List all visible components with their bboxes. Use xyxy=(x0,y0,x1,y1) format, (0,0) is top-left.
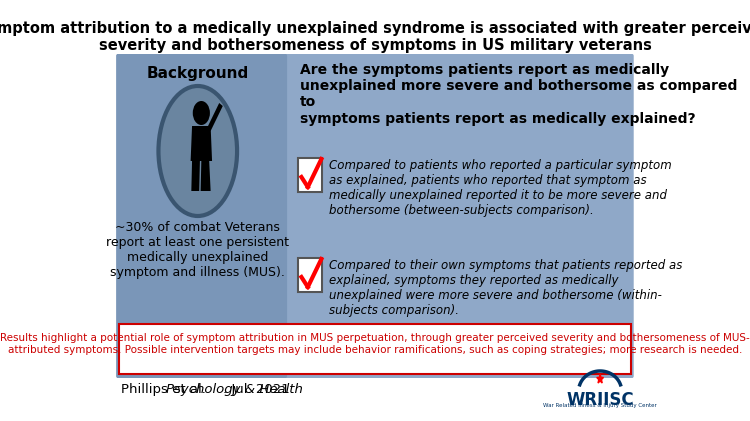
FancyBboxPatch shape xyxy=(298,158,322,192)
Text: Phillips et al.: Phillips et al. xyxy=(122,383,211,396)
Polygon shape xyxy=(207,103,223,131)
Polygon shape xyxy=(190,126,212,161)
Text: . Jul. 2021.: . Jul. 2021. xyxy=(223,383,294,396)
FancyBboxPatch shape xyxy=(119,324,631,374)
Circle shape xyxy=(193,101,210,125)
Text: Compared to their own symptoms that patients reported as
explained, symptoms the: Compared to their own symptoms that pati… xyxy=(328,259,682,317)
Text: Symptom attribution to a medically unexplained syndrome is associated with great: Symptom attribution to a medically unexp… xyxy=(0,21,750,53)
Text: WRIISC: WRIISC xyxy=(566,391,634,409)
Text: Are the symptoms patients report as medically
unexplained more severe and bother: Are the symptoms patients report as medi… xyxy=(300,63,737,125)
Text: War Related Illness & Injury Study Center: War Related Illness & Injury Study Cente… xyxy=(543,403,657,408)
FancyBboxPatch shape xyxy=(298,258,322,292)
FancyBboxPatch shape xyxy=(116,54,634,378)
Ellipse shape xyxy=(158,86,237,216)
Text: ~30% of combat Veterans
report at least one persistent
medically unexplained
sym: ~30% of combat Veterans report at least … xyxy=(106,221,290,279)
FancyBboxPatch shape xyxy=(116,54,287,378)
Text: Psychology & Health: Psychology & Health xyxy=(166,383,302,396)
Text: Background: Background xyxy=(147,66,249,81)
Polygon shape xyxy=(200,161,211,191)
Polygon shape xyxy=(191,161,200,191)
Polygon shape xyxy=(597,374,604,383)
Text: Results highlight a potential role of symptom attribution in MUS perpetuation, t: Results highlight a potential role of sy… xyxy=(0,333,750,354)
Text: Compared to patients who reported a particular symptom
as explained, patients wh: Compared to patients who reported a part… xyxy=(328,159,671,217)
